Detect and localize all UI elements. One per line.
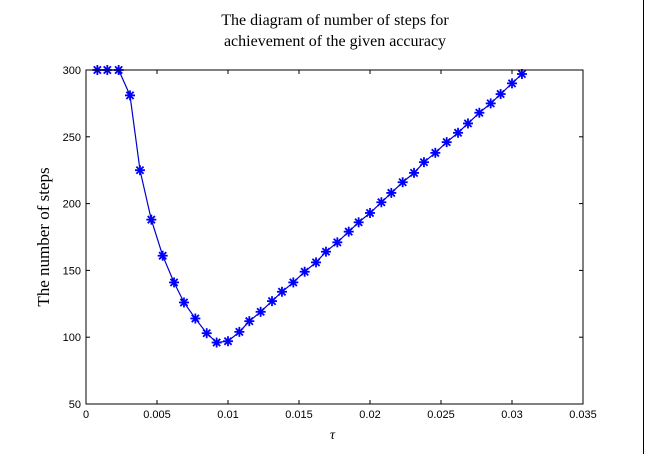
series-markers [92,65,527,348]
y-tick-label: 250 [63,132,81,144]
x-tick-label: 0.03 [501,409,522,421]
data-point-marker [320,246,331,257]
data-point-marker [441,137,452,148]
window-edge-line [643,0,644,454]
data-point-marker [178,297,189,308]
y-tick-label: 150 [63,265,81,277]
plot-area-frame [85,69,584,405]
series-line [97,69,523,344]
data-point-marker [409,167,420,178]
chart-title-line-2: achievement of the given accuracy [223,33,447,50]
data-point-marker [495,89,506,100]
data-point-marker [299,266,310,277]
data-point-marker [453,127,464,138]
data-point-marker [190,313,201,324]
data-point-marker [169,277,180,288]
y-axis-label: The number of steps [34,167,53,307]
x-tick-label: 0.005 [143,409,171,421]
data-point-marker [134,165,145,176]
data-point-marker [311,257,322,268]
data-point-marker [343,226,354,237]
data-point-marker [267,296,278,307]
data-point-marker [288,277,299,288]
data-point-marker [485,98,496,109]
data-point-marker [223,336,233,347]
data-point-marker [516,69,527,80]
data-point-marker [386,187,397,198]
data-point-marker [276,286,287,297]
data-point-marker [332,237,343,248]
data-point-marker [244,316,255,327]
chart-title-line-1: The diagram of number of steps for [221,12,449,29]
data-point-marker [418,157,429,168]
data-point-marker [201,328,212,339]
y-tick-label: 300 [63,65,81,77]
x-tick-label: 0.015 [285,409,313,421]
x-tick-label: 0.035 [569,409,597,421]
data-point-marker [146,214,157,225]
x-tick-label: 0.01 [217,409,238,421]
data-point-marker [157,250,168,261]
axis-ticks: 0 0.005 0.01 0.015 0.02 0.025 0.03 0.035 50 100 15… [63,65,597,421]
x-tick-label: 0.025 [427,409,455,421]
data-point-marker [255,306,266,317]
data-point-marker [462,118,473,129]
data-point-marker [234,326,245,337]
data-point-marker [211,337,222,348]
x-tick-label: 0.02 [359,409,380,421]
y-tick-label: 200 [63,199,81,211]
series-line-layer [97,69,523,344]
data-point-marker [430,147,441,158]
data-point-marker [365,207,375,218]
x-tick-label: 0 [83,409,89,421]
data-point-marker [353,217,364,228]
data-point-marker [125,90,136,101]
y-tick-label: 100 [63,332,81,344]
x-axis-label: τ [330,428,336,443]
data-point-marker [507,78,517,89]
data-point-marker [397,177,408,188]
data-point-marker [474,107,485,118]
data-point-marker [376,197,387,208]
y-tick-label: 50 [69,399,81,411]
